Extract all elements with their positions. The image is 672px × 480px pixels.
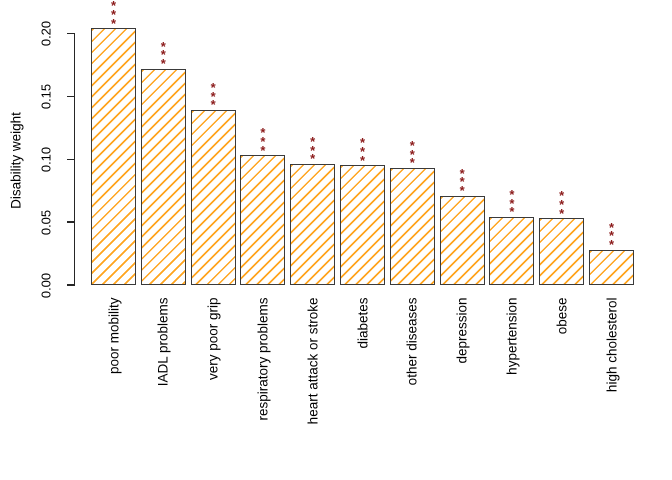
significance-stars: * * * xyxy=(110,0,117,31)
x-tick-label: diabetes xyxy=(355,297,370,349)
x-tick-label: heart attack or stroke xyxy=(305,297,321,424)
y-tick-mark xyxy=(67,32,75,35)
bar-obese xyxy=(539,218,585,285)
bar-IADL-problems xyxy=(140,68,186,285)
bar-respiratory-problems xyxy=(240,155,286,285)
significance-stars: * * * xyxy=(459,165,465,198)
x-tick-label: obese xyxy=(554,297,570,334)
x-tick-label: respiratory problems xyxy=(255,297,271,421)
significance-stars: * * * xyxy=(310,134,316,167)
x-tick-label: depression xyxy=(454,297,470,364)
significance-stars: * * * xyxy=(409,138,415,171)
x-tick-label: poor mobility xyxy=(106,297,121,374)
bar-very-poor-grip xyxy=(190,110,236,285)
y-tick-mark xyxy=(67,221,75,223)
y-tick-label: 0.00 xyxy=(38,272,53,298)
bar-poor-mobility xyxy=(91,28,136,285)
y-axis-title: Disability weight xyxy=(8,111,24,209)
significance-stars: * * * xyxy=(260,125,266,158)
significance-stars: * * * xyxy=(160,38,166,71)
bar-other-diseases xyxy=(389,168,435,285)
y-axis-line xyxy=(73,33,75,287)
y-tick-mark xyxy=(67,95,75,97)
significance-stars: * * * xyxy=(559,188,565,221)
bar-depression xyxy=(439,195,485,285)
significance-stars: * * * xyxy=(608,219,615,252)
y-tick-mark xyxy=(67,158,75,160)
x-tick-label: other diseases xyxy=(404,297,420,385)
x-tick-label: high cholesterol xyxy=(604,297,619,392)
x-tick-label: very poor grip xyxy=(205,297,221,380)
x-tick-label: hypertension xyxy=(504,297,520,375)
y-tick-mark xyxy=(67,284,75,286)
bar-diabetes xyxy=(340,165,385,285)
significance-stars: * * * xyxy=(509,187,515,220)
y-tick-label: 0.20 xyxy=(38,20,53,47)
bar-heart-attack-or-stroke xyxy=(290,164,336,285)
y-tick-label: 0.15 xyxy=(38,83,53,109)
significance-stars: * * * xyxy=(359,135,366,168)
significance-stars: * * * xyxy=(210,80,216,113)
bar-hypertension xyxy=(489,217,535,285)
y-tick-label: 0.10 xyxy=(38,146,53,172)
bar-high-cholesterol xyxy=(589,249,634,285)
y-tick-label: 0.05 xyxy=(38,209,53,235)
x-tick-label: IADL problems xyxy=(155,297,171,386)
